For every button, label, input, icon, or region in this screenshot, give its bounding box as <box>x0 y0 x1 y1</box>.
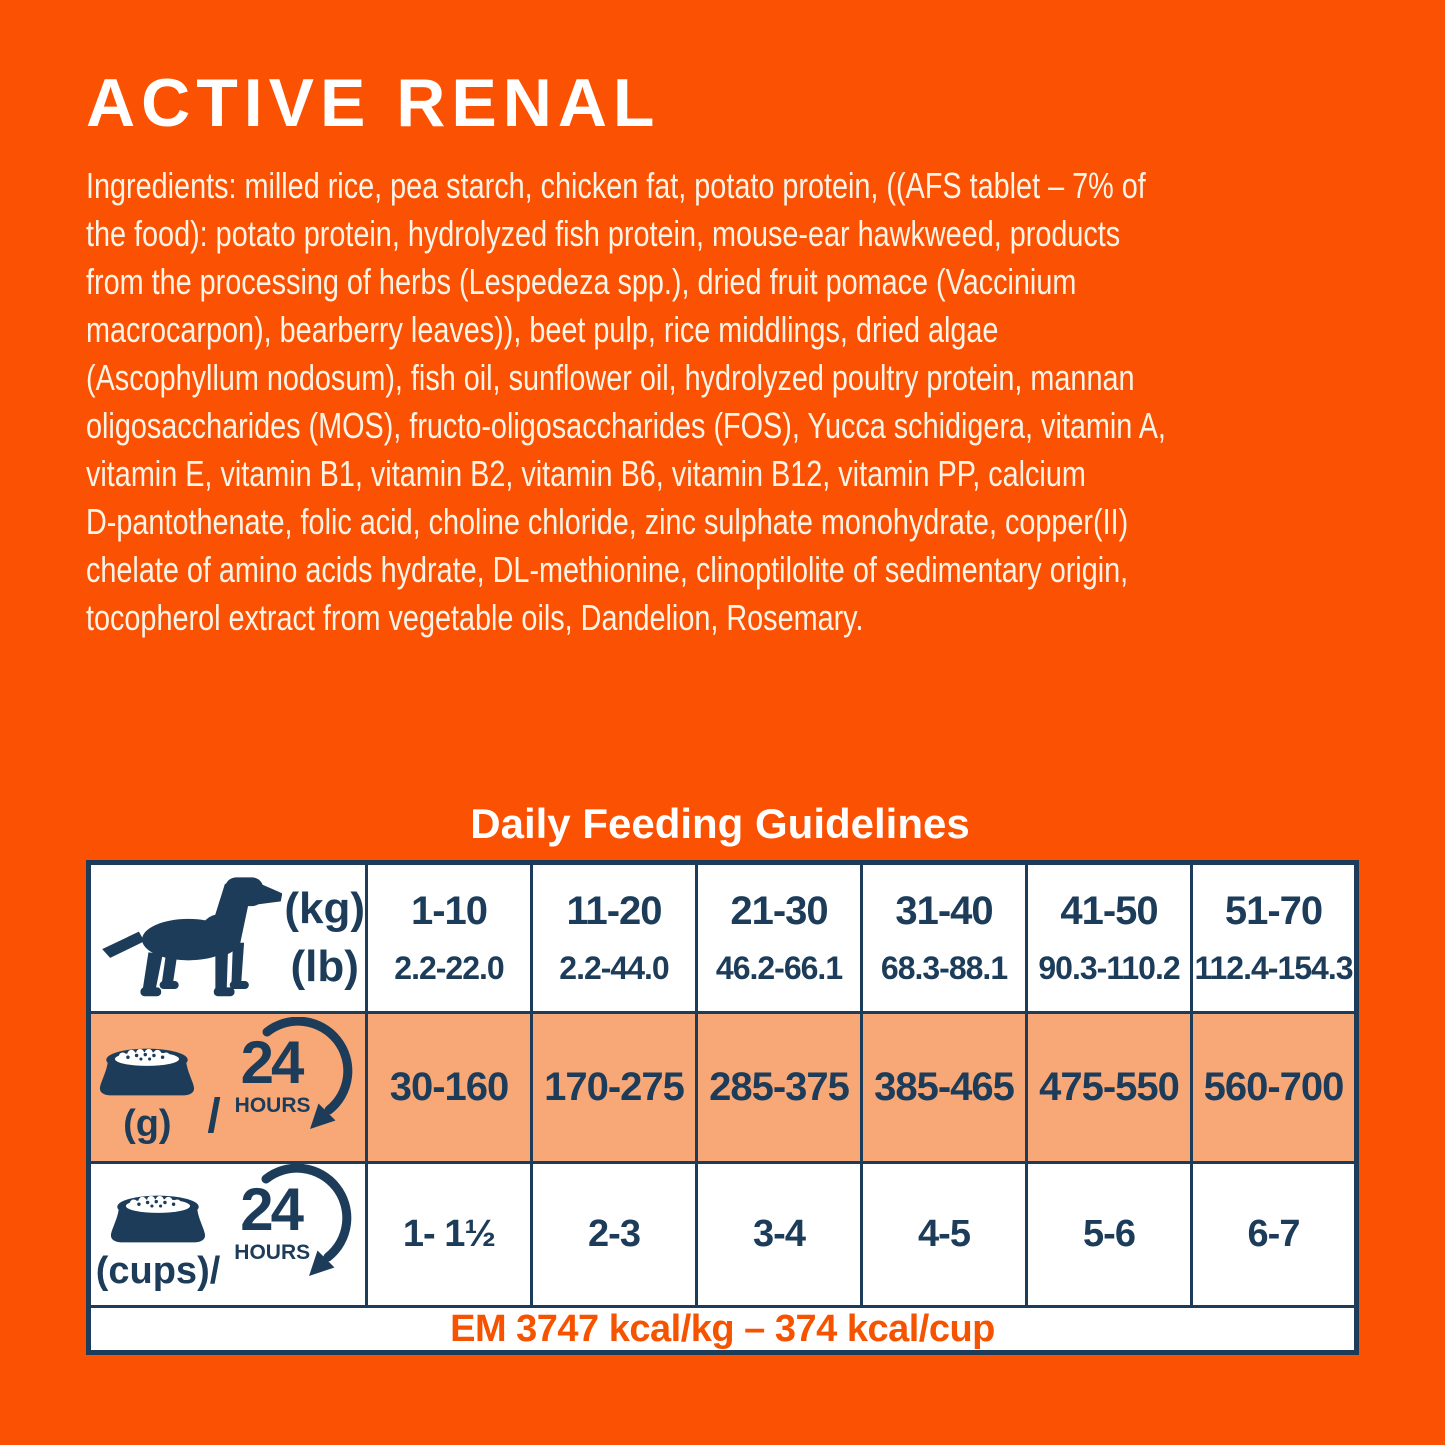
cups-unit-label: (cups)/ <box>95 1249 221 1292</box>
weight-row: (kg) (lb) 1-10 2.2-22.0 11-20 2.2-44.0 21-… <box>87 861 1358 1014</box>
weight-cell: 41-50 90.3-110.2 <box>1025 861 1193 1014</box>
food-bowl-icon <box>110 1195 206 1242</box>
ingredients-text: Ingredients: milled rice, pea starch, ch… <box>86 165 1166 638</box>
cups-cell: 3-4 <box>695 1161 863 1308</box>
hours-label: HOURS <box>234 1093 311 1117</box>
24-hours-icon: 24 HOURS <box>229 1016 361 1143</box>
24-hours-arrow-icon <box>262 1016 352 1129</box>
cups-cell: 2-3 <box>530 1161 698 1308</box>
feeding-guidelines-title: Daily Feeding Guidelines <box>470 800 970 847</box>
hours-value: 24 <box>240 1175 304 1243</box>
grams-cell: 30-160 <box>365 1011 533 1164</box>
cups-cell: 4-5 <box>860 1161 1028 1308</box>
cups-row-label-cell: (cups)/ 24 HOURS <box>87 1161 368 1308</box>
kg-unit-label: (kg) <box>284 884 365 933</box>
cups-cell: 1- 1½ <box>365 1161 533 1308</box>
grams-cell: 285-375 <box>695 1011 863 1164</box>
grams-cell: 385-465 <box>860 1011 1028 1164</box>
24-hours-arrow-icon <box>261 1165 352 1276</box>
lb-unit-label: (lb) <box>290 942 359 991</box>
grams-row: (g) / 24 HOURS 30-160 170-275 285-375 <box>87 1011 1358 1164</box>
grams-cell: 560-700 <box>1190 1011 1358 1164</box>
cups-cell: 5-6 <box>1025 1161 1193 1308</box>
24-hours-icon: 24 HOURS <box>228 1165 360 1290</box>
weight-cell: 1-10 2.2-22.0 <box>365 861 533 1014</box>
weight-cell: 21-30 46.2-66.1 <box>695 861 863 1014</box>
grams-unit-label: (g) <box>123 1102 172 1145</box>
grams-cell: 475-550 <box>1025 1011 1193 1164</box>
feeding-guidelines-table: (kg) (lb) 1-10 2.2-22.0 11-20 2.2-44.0 21-… <box>86 860 1359 1355</box>
energy-row: EM 3747 kcal/kg – 374 kcal/cup <box>87 1305 1358 1354</box>
hours-label: HOURS <box>234 1240 311 1264</box>
dog-icon <box>102 877 283 997</box>
weight-cell: 51-70 112.4-154.3 <box>1190 861 1358 1014</box>
weight-row-label-cell: (kg) (lb) <box>87 861 368 1014</box>
page-title: ACTIVE RENAL <box>86 65 661 141</box>
hours-value: 24 <box>240 1028 305 1096</box>
cups-cell: 6-7 <box>1190 1161 1358 1308</box>
cups-row: (cups)/ 24 HOURS 1- 1½ 2-3 3-4 4-5 5-6 <box>87 1161 1358 1308</box>
energy-note: EM 3747 kcal/kg – 374 kcal/cup <box>450 1308 995 1350</box>
energy-note-cell: EM 3747 kcal/kg – 374 kcal/cup <box>87 1305 1358 1354</box>
grams-row-label-cell: (g) / 24 HOURS <box>87 1011 368 1164</box>
weight-cell: 31-40 68.3-88.1 <box>860 861 1028 1014</box>
grams-cell: 170-275 <box>530 1011 698 1164</box>
food-bowl-icon <box>100 1048 195 1095</box>
weight-cell: 11-20 2.2-44.0 <box>530 861 698 1014</box>
slash-separator: / <box>207 1089 221 1143</box>
